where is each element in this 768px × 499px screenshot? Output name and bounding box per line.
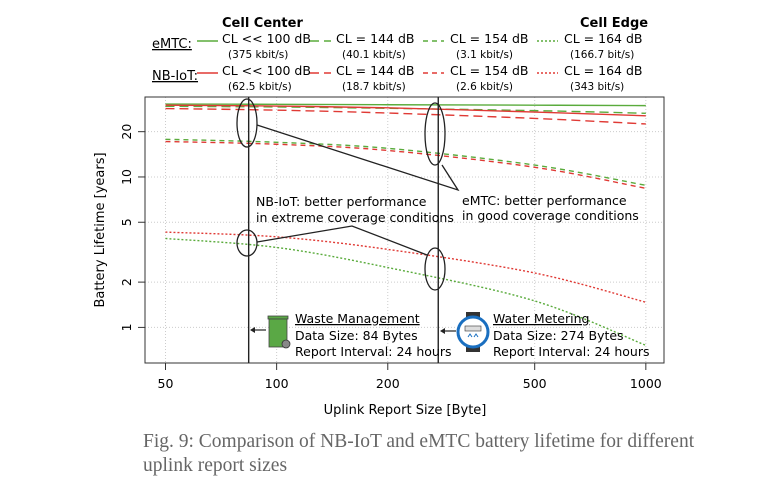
x-tick-label: 200 — [376, 376, 400, 391]
series-line-nb-iot-6 — [165, 140, 646, 190]
highlight-ellipse — [236, 229, 258, 257]
legend-rate: (2.6 kbit/s) — [456, 81, 513, 93]
legend-col-header: Cell Center — [222, 16, 303, 31]
y-axis-label: Battery Lifetime [years] — [93, 152, 108, 307]
y-tick-label: 5 — [119, 218, 134, 226]
series-line-nb-iot-4 — [165, 104, 646, 117]
y-tick-label: 10 — [119, 169, 134, 185]
annotation-text: Report Interval: 24 hours — [295, 344, 452, 359]
annotation-text: eMTC: better performance — [462, 193, 627, 208]
x-tick-label: 500 — [523, 376, 547, 391]
legend-rate: (40.1 kbit/s) — [342, 49, 406, 61]
y-tick-label: 1 — [119, 323, 134, 331]
callout-line — [256, 225, 428, 256]
legend-row-label: eMTC: — [152, 37, 192, 52]
legend-row-label: NB-IoT: — [152, 69, 198, 84]
legend-label: CL << 100 dB — [222, 31, 311, 46]
series-line-emtc-3 — [165, 237, 647, 346]
legend-rate: (62.5 kbit/s) — [228, 81, 292, 93]
water-meter-icon — [440, 312, 490, 352]
x-axis-label: Uplink Report Size [Byte] — [324, 403, 487, 418]
series-line-nb-iot-5 — [165, 107, 646, 125]
legend-label: CL = 154 dB — [450, 31, 528, 46]
annotation-text: in good coverage conditions — [462, 208, 639, 223]
annotation-title: Water Metering — [493, 311, 589, 326]
legend-rate: (3.1 kbit/s) — [456, 49, 513, 61]
highlight-ellipse — [424, 247, 446, 291]
x-tick-label: 50 — [158, 376, 174, 391]
series-line-emtc-0 — [165, 103, 646, 107]
legend-label: CL = 144 dB — [336, 31, 414, 46]
legend-rate: (18.7 kbit/s) — [342, 81, 406, 93]
annotation-text: NB-IoT: better performance — [256, 194, 427, 209]
annotation-text: in extreme coverage conditions — [256, 210, 454, 225]
highlight-ellipse — [236, 98, 258, 148]
legend: Cell Center Cell Edge eMTC: NB-IoT: CL <… — [152, 16, 648, 93]
annotation-text: Report Interval: 24 hours — [493, 344, 650, 359]
legend-label: CL = 164 dB — [564, 63, 642, 78]
annotation-text: Data Size: 274 Bytes — [493, 328, 624, 343]
highlight-ellipse — [424, 102, 446, 166]
callout-line — [256, 124, 460, 192]
legend-label: CL << 100 dB — [222, 63, 311, 78]
legend-rate: (166.7 bit/s) — [570, 49, 634, 61]
legend-label: CL = 144 dB — [336, 63, 414, 78]
x-tick-label: 100 — [265, 376, 289, 391]
figure-caption: Fig. 9: Comparison of NB-IoT and eMTC ba… — [143, 431, 695, 476]
annotations: NB-IoT: better performance in extreme co… — [236, 98, 650, 359]
legend-label: CL = 154 dB — [450, 63, 528, 78]
series-line-emtc-2 — [165, 138, 646, 187]
annotation-text: Data Size: 84 Bytes — [295, 328, 418, 343]
legend-rate: (375 kbit/s) — [228, 49, 288, 61]
annotation-title: Waste Management — [295, 311, 420, 326]
x-tick-label: 1000 — [630, 376, 662, 391]
legend-rate: (343 bit/s) — [570, 81, 624, 93]
legend-col-header: Cell Edge — [580, 16, 648, 31]
plot-area — [144, 96, 665, 364]
waste-bin-icon — [250, 315, 291, 349]
legend-label: CL = 164 dB — [564, 31, 642, 46]
y-tick-label: 20 — [119, 124, 134, 140]
series-line-nb-iot-7 — [165, 231, 647, 303]
y-tick-label: 2 — [119, 278, 134, 286]
series-line-emtc-1 — [165, 105, 646, 114]
